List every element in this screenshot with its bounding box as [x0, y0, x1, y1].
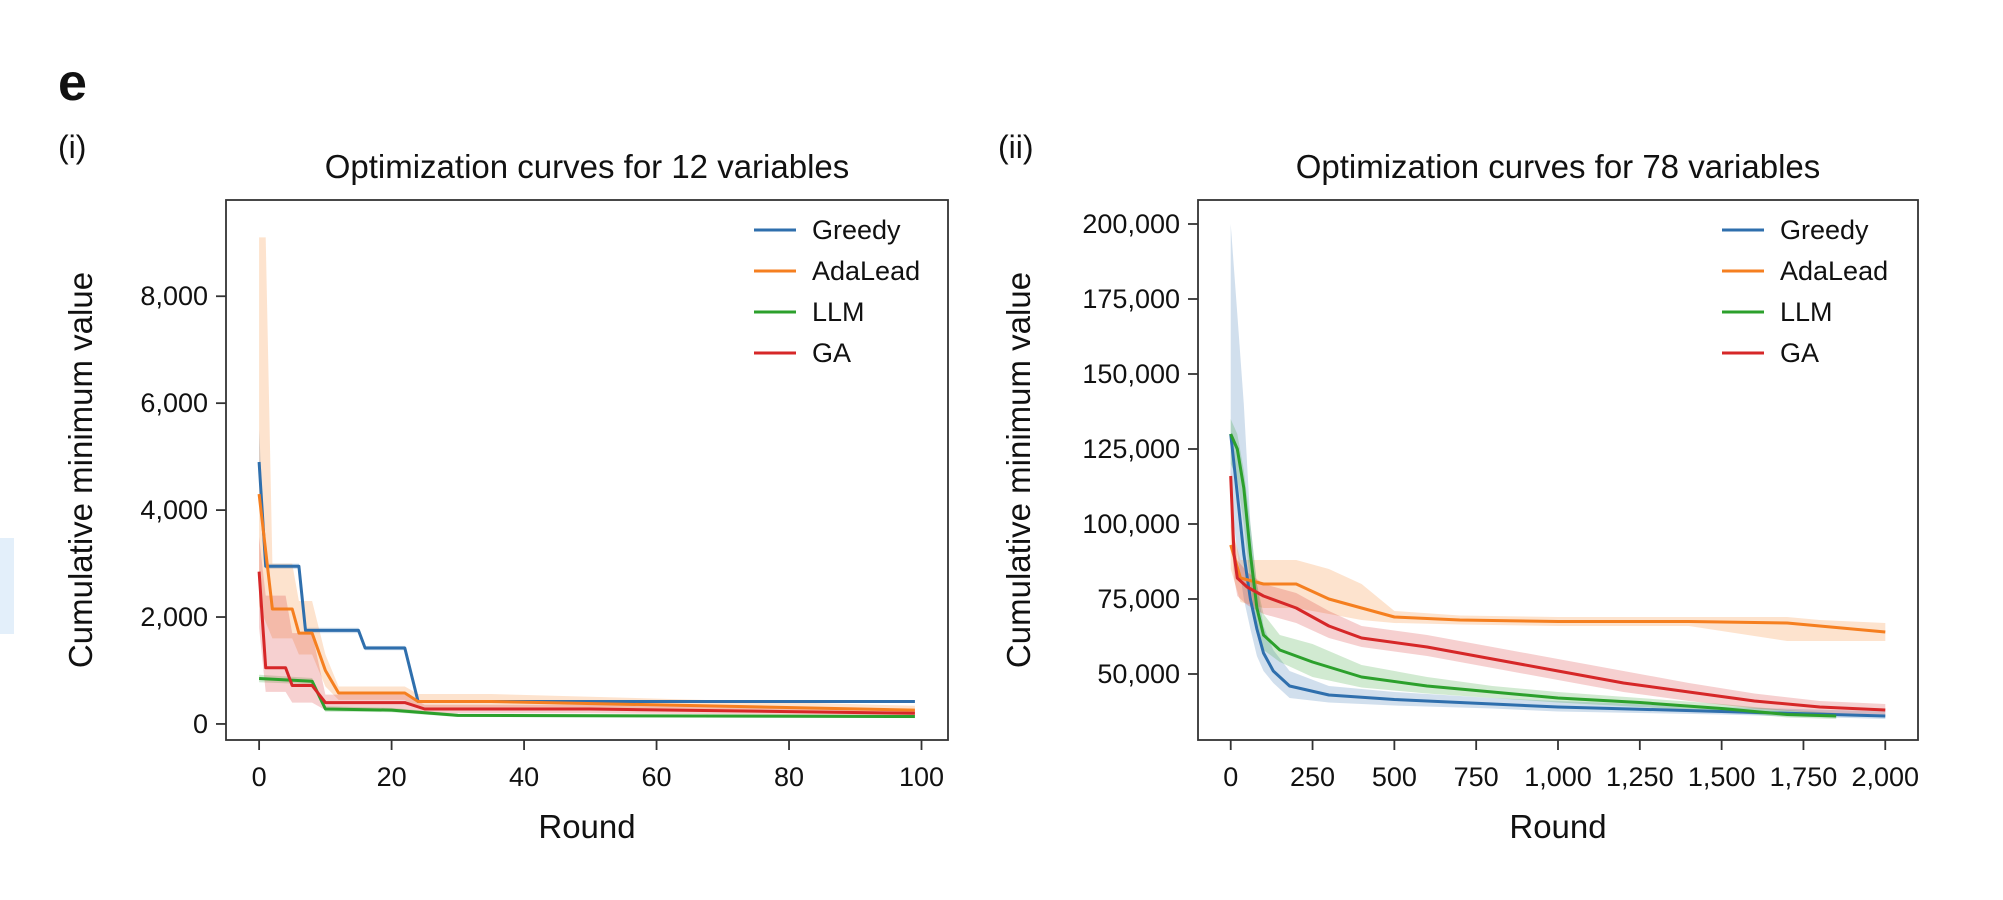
y-tick-label: 75,000: [1097, 584, 1180, 614]
legend-label-llm: LLM: [1780, 297, 1833, 327]
axes-frame: [225, 199, 949, 741]
y-tick-label: 125,000: [1082, 434, 1180, 464]
x-tick-label: 0: [1223, 762, 1238, 792]
chart-title: Optimization curves for 78 variables: [1296, 148, 1821, 185]
panel-tag: (ii): [998, 129, 1034, 165]
x-tick-label: 60: [642, 762, 672, 792]
legend-label-adalead: AdaLead: [1780, 256, 1888, 286]
y-tick-label: 6,000: [140, 388, 208, 418]
side-highlight-marker: [0, 538, 14, 634]
y-axis-label: Cumulative minimum value: [1000, 272, 1037, 668]
series-line-greedy: [257, 461, 915, 703]
legend-label-ga: GA: [812, 338, 851, 368]
legend-label-greedy: Greedy: [812, 215, 901, 245]
legend-label-llm: LLM: [812, 297, 865, 327]
y-tick-label: 200,000: [1082, 209, 1180, 239]
y-tick-label: 150,000: [1082, 359, 1180, 389]
plot-area: [1229, 224, 1886, 719]
x-tick-label: 0: [252, 762, 267, 792]
y-tick-label: 50,000: [1097, 659, 1180, 689]
x-axis-label: Round: [538, 808, 635, 845]
series-line-adalead: [257, 493, 915, 712]
band-ga: [259, 536, 915, 716]
x-tick-label: 1,750: [1770, 762, 1838, 792]
series-line-greedy: [1229, 433, 1886, 718]
x-tick-label: 750: [1454, 762, 1499, 792]
plot-area: [257, 237, 915, 719]
band-ga: [1230, 464, 1886, 715]
series-line-ga: [257, 571, 915, 715]
x-tick-label: 40: [509, 762, 539, 792]
chart-panel-ii: (ii) Optimization curves for 78 variables…: [998, 129, 1919, 845]
series-line-llm: [1229, 433, 1837, 718]
band-greedy: [259, 429, 915, 703]
x-tick-label: 100: [899, 762, 944, 792]
x-tick-label: 1,000: [1524, 762, 1592, 792]
y-tick-label: 0: [193, 709, 208, 739]
series-line-llm: [259, 677, 915, 718]
y-tick-label: 2,000: [140, 602, 208, 632]
series-line-adalead: [1229, 544, 1886, 634]
x-axis-label: Round: [1509, 808, 1606, 845]
y-tick-label: 8,000: [140, 281, 208, 311]
panel-tag: (i): [58, 129, 86, 165]
band-adalead: [1230, 524, 1886, 641]
legend-label-adalead: AdaLead: [812, 256, 920, 286]
x-tick-label: 500: [1372, 762, 1417, 792]
y-tick-label: 175,000: [1082, 284, 1180, 314]
x-tick-label: 20: [377, 762, 407, 792]
x-tick-label: 80: [774, 762, 804, 792]
panel-letter: e: [58, 54, 87, 112]
legend-label-ga: GA: [1780, 338, 1819, 368]
y-tick-label: 4,000: [140, 495, 208, 525]
series-line-ga: [1229, 475, 1886, 712]
legend-label-greedy: Greedy: [1780, 215, 1869, 245]
chart-panel-i: (i) Optimization curves for 12 variables 0…: [58, 129, 949, 845]
chart-title: Optimization curves for 12 variables: [325, 148, 850, 185]
x-tick-label: 1,250: [1606, 762, 1674, 792]
x-tick-label: 250: [1290, 762, 1335, 792]
x-tick-label: 2,000: [1851, 762, 1919, 792]
x-tick-label: 1,500: [1688, 762, 1756, 792]
y-tick-label: 100,000: [1082, 509, 1180, 539]
y-axis-label: Cumulative minimum value: [62, 272, 99, 668]
